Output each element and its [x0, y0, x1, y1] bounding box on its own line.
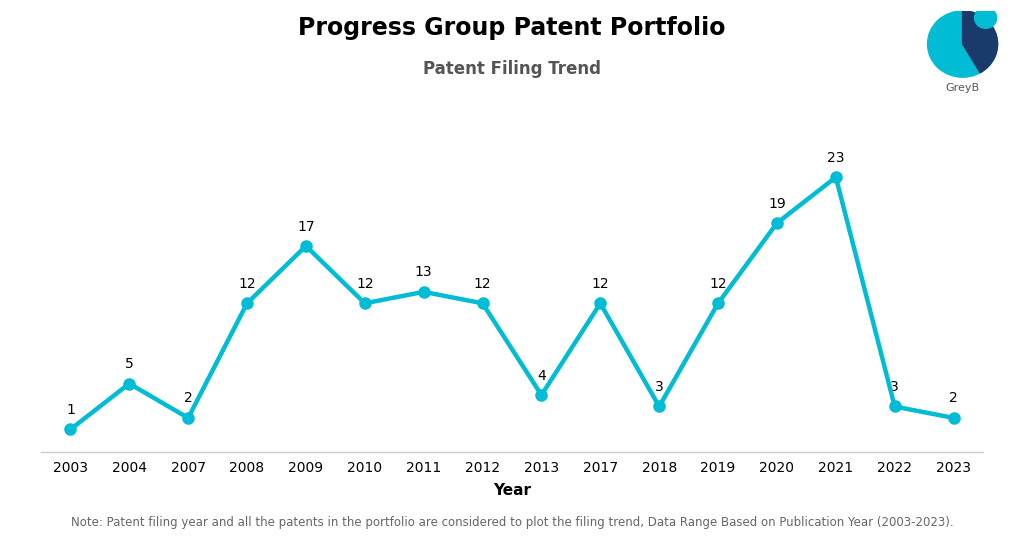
X-axis label: Year: Year: [493, 483, 531, 498]
Text: 12: 12: [356, 277, 374, 291]
Text: Patent Filing Trend: Patent Filing Trend: [423, 60, 601, 78]
Circle shape: [928, 11, 997, 77]
Text: 13: 13: [415, 265, 432, 280]
Text: GreyB: GreyB: [945, 83, 980, 93]
Text: Note: Patent filing year and all the patents in the portfolio are considered to : Note: Patent filing year and all the pat…: [71, 516, 953, 529]
Text: 2: 2: [183, 391, 193, 405]
Text: 19: 19: [768, 197, 785, 210]
Text: 4: 4: [537, 368, 546, 383]
Text: 1: 1: [66, 403, 75, 417]
Text: Progress Group Patent Portfolio: Progress Group Patent Portfolio: [298, 16, 726, 40]
Text: 5: 5: [125, 357, 134, 371]
Text: 12: 12: [710, 277, 727, 291]
Circle shape: [975, 8, 996, 28]
Text: 3: 3: [890, 380, 899, 394]
Text: 17: 17: [297, 220, 314, 233]
Text: 12: 12: [474, 277, 492, 291]
Text: 12: 12: [592, 277, 609, 291]
Text: 3: 3: [654, 380, 664, 394]
Text: 2: 2: [949, 391, 958, 405]
Wedge shape: [963, 11, 997, 72]
Text: 23: 23: [827, 151, 845, 165]
Text: 12: 12: [239, 277, 256, 291]
